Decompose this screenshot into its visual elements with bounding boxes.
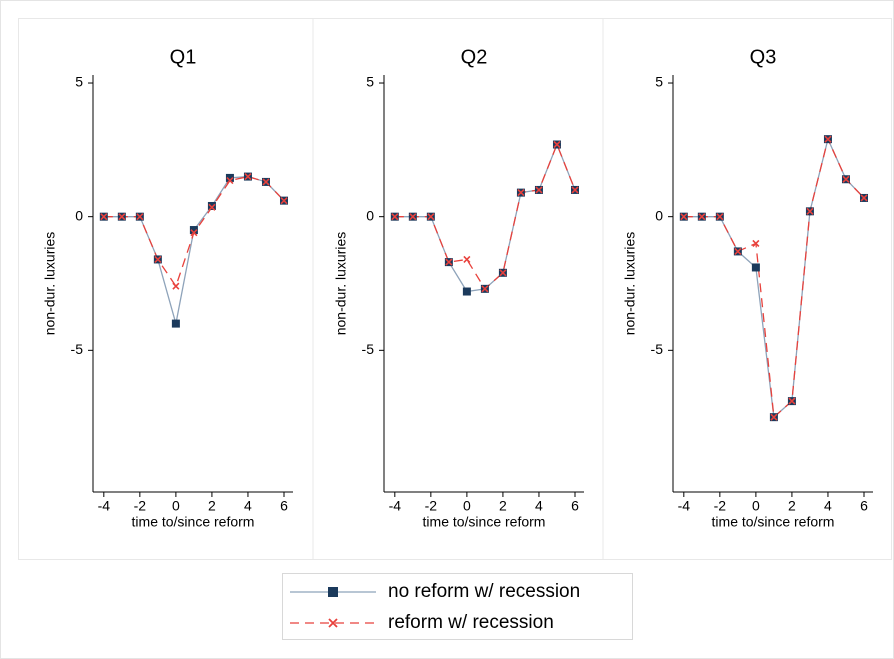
y-tick-label: 5 — [75, 74, 83, 90]
y-tick-label: 5 — [366, 74, 374, 90]
marker — [208, 203, 216, 211]
y-tick-label: 0 — [366, 207, 374, 223]
marker — [225, 173, 234, 182]
legend: no reform w/ recession reform w/ recessi… — [282, 573, 633, 640]
legend-marker — [328, 618, 338, 628]
panel-title: Q1 — [170, 46, 197, 68]
panel-title: Q2 — [461, 46, 488, 68]
x-tick-label: -2 — [425, 498, 438, 514]
marker — [445, 258, 453, 266]
marker — [118, 213, 126, 221]
legend-marker — [328, 587, 338, 597]
marker — [189, 226, 198, 235]
x-tick-label: 4 — [824, 498, 832, 514]
marker — [499, 269, 507, 277]
marker — [226, 177, 234, 185]
marker — [824, 135, 832, 143]
marker — [154, 255, 162, 264]
y-tick-label: 0 — [75, 207, 83, 223]
legend-label: no reform w/ recession — [388, 581, 580, 602]
marker — [788, 397, 796, 405]
y-axis-label: non-dur. luxuries — [333, 232, 349, 336]
marker — [190, 229, 198, 237]
x-tick-label: 2 — [208, 498, 216, 514]
x-axis-label: time to/since reform — [712, 514, 835, 530]
panel-title: Q3 — [750, 46, 777, 68]
y-tick-label: -5 — [651, 341, 664, 357]
marker — [136, 213, 144, 221]
marker — [553, 140, 561, 149]
marker — [427, 213, 435, 221]
marker — [409, 213, 417, 221]
y-tick-label: -5 — [362, 341, 375, 357]
x-tick-label: -2 — [714, 498, 727, 514]
marker — [207, 201, 216, 210]
marker — [860, 194, 868, 202]
x-tick-label: 2 — [499, 498, 507, 514]
marker — [262, 178, 270, 186]
x-tick-label: 4 — [535, 498, 543, 514]
marker — [100, 213, 108, 221]
legend-label: reform w/ recession — [388, 612, 554, 633]
x-tick-label: -4 — [678, 498, 691, 514]
x-tick-label: 6 — [860, 498, 868, 514]
legend-box — [282, 573, 633, 640]
marker — [751, 263, 760, 272]
x-tick-label: -4 — [389, 498, 402, 514]
x-tick-label: -4 — [98, 498, 111, 514]
marker — [535, 186, 543, 194]
x-tick-label: 4 — [244, 498, 252, 514]
marker — [770, 413, 778, 421]
marker — [481, 285, 489, 293]
marker — [698, 213, 706, 221]
y-axis-label: non-dur. luxuries — [622, 232, 638, 336]
x-tick-label: 0 — [752, 498, 760, 514]
x-axis-label: time to/since reform — [423, 514, 546, 530]
marker — [280, 197, 288, 205]
x-tick-label: 0 — [172, 498, 180, 514]
marker — [571, 186, 579, 194]
marker — [806, 207, 814, 215]
series-line — [683, 137, 865, 419]
y-tick-label: -5 — [71, 341, 84, 357]
marker — [716, 213, 724, 221]
marker — [842, 175, 850, 183]
marker — [172, 282, 180, 290]
marker — [391, 213, 399, 221]
x-axis-label: time to/since reform — [132, 514, 255, 530]
x-tick-label: 6 — [280, 498, 288, 514]
x-tick-label: 0 — [463, 498, 471, 514]
panels-area — [18, 18, 892, 560]
y-tick-label: 0 — [655, 207, 663, 223]
marker — [462, 287, 471, 296]
marker — [734, 247, 742, 255]
x-tick-label: -2 — [134, 498, 147, 514]
marker — [463, 255, 471, 264]
marker — [244, 173, 252, 181]
marker — [752, 239, 760, 247]
marker — [517, 189, 525, 197]
marker — [171, 319, 180, 328]
x-tick-label: 2 — [788, 498, 796, 514]
marker — [680, 213, 688, 221]
y-tick-label: 5 — [655, 74, 663, 90]
x-tick-label: 6 — [571, 498, 579, 514]
y-axis-label: non-dur. luxuries — [42, 232, 58, 336]
